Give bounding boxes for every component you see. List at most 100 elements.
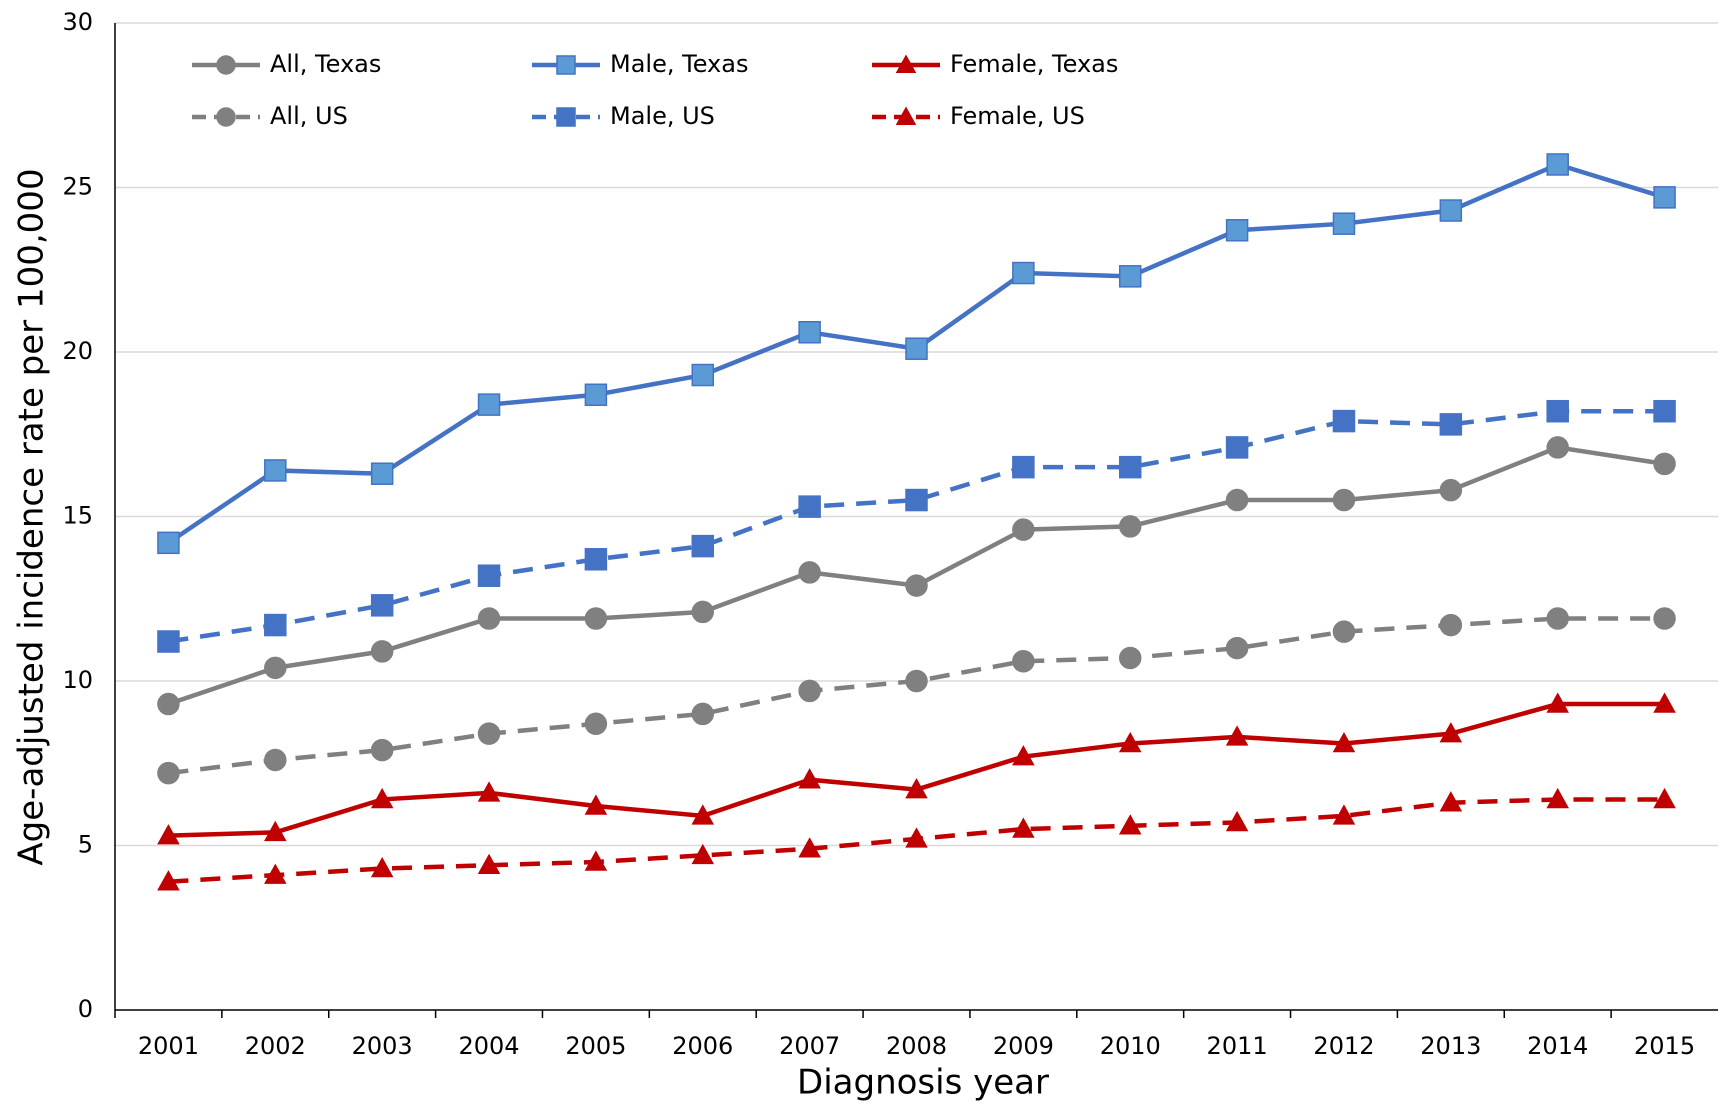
data-point bbox=[798, 768, 821, 789]
data-point bbox=[264, 748, 287, 772]
y-tick-label: 20 bbox=[62, 337, 93, 365]
data-point bbox=[584, 548, 608, 571]
series bbox=[157, 399, 1676, 653]
data-point bbox=[370, 640, 394, 663]
data-point bbox=[157, 692, 180, 716]
data-point bbox=[1546, 607, 1569, 630]
data-point bbox=[1332, 731, 1356, 753]
legend-label: All, US bbox=[270, 102, 348, 130]
data-point bbox=[905, 488, 928, 512]
data-point bbox=[370, 787, 394, 809]
data-point bbox=[691, 804, 715, 825]
data-point bbox=[691, 843, 715, 865]
x-tick-label: 2004 bbox=[458, 1032, 519, 1060]
data-point bbox=[1012, 455, 1035, 479]
y-tick-label: 25 bbox=[62, 173, 93, 201]
series-line bbox=[168, 701, 1665, 838]
series bbox=[157, 153, 1676, 555]
data-point bbox=[1332, 409, 1356, 433]
data-point bbox=[1653, 692, 1676, 713]
data-point bbox=[1439, 199, 1463, 222]
series bbox=[157, 607, 1676, 785]
data-point bbox=[264, 863, 287, 884]
data-point bbox=[905, 337, 928, 360]
data-point bbox=[477, 722, 501, 745]
legend-label: Female, Texas bbox=[950, 50, 1118, 78]
data-point bbox=[798, 495, 821, 518]
data-point bbox=[1653, 452, 1676, 476]
data-point bbox=[905, 574, 928, 597]
data-point bbox=[1118, 814, 1142, 835]
data-point bbox=[1118, 731, 1142, 753]
y-tick-label: 15 bbox=[62, 502, 93, 530]
data-point bbox=[584, 607, 608, 630]
x-tick-label: 2013 bbox=[1420, 1032, 1481, 1060]
x-tick-label: 2012 bbox=[1313, 1032, 1374, 1060]
data-point bbox=[157, 761, 180, 785]
data-point bbox=[798, 837, 821, 858]
x-tick-label: 2010 bbox=[1100, 1032, 1161, 1060]
data-point bbox=[477, 781, 501, 802]
data-point bbox=[1332, 488, 1356, 512]
data-point bbox=[477, 853, 501, 874]
data-point bbox=[1546, 692, 1569, 713]
data-point bbox=[477, 607, 501, 630]
data-point bbox=[1225, 436, 1249, 459]
data-point bbox=[691, 702, 715, 726]
data-point bbox=[1332, 804, 1356, 825]
data-point bbox=[264, 459, 287, 482]
data-point bbox=[157, 630, 180, 653]
data-point bbox=[1546, 399, 1569, 423]
legend-label: Male, Texas bbox=[610, 50, 748, 78]
x-tick-label: 2007 bbox=[779, 1032, 840, 1060]
data-point bbox=[584, 712, 608, 736]
legend-marker bbox=[895, 106, 917, 125]
x-tick-label: 2011 bbox=[1207, 1032, 1268, 1060]
data-point bbox=[477, 393, 501, 416]
y-tick-label: 10 bbox=[62, 666, 93, 694]
data-point bbox=[691, 534, 715, 558]
data-point bbox=[584, 850, 608, 871]
data-point bbox=[370, 462, 394, 485]
y-tick-label: 30 bbox=[62, 8, 93, 36]
data-point bbox=[1653, 607, 1676, 630]
data-point bbox=[1012, 745, 1035, 766]
x-axis-title: Diagnosis year bbox=[797, 1063, 1049, 1103]
x-tick-label: 2005 bbox=[565, 1032, 626, 1060]
data-point bbox=[157, 870, 180, 891]
data-point bbox=[584, 383, 608, 407]
data-point bbox=[691, 363, 715, 387]
data-point bbox=[798, 679, 821, 703]
data-point bbox=[1118, 646, 1142, 670]
data-point bbox=[1439, 791, 1463, 812]
data-point bbox=[1118, 265, 1142, 288]
data-point bbox=[691, 600, 715, 624]
series bbox=[157, 787, 1676, 891]
data-point bbox=[370, 594, 394, 617]
data-point bbox=[1546, 436, 1569, 459]
y-tick-label: 5 bbox=[78, 831, 93, 859]
x-tick-label: 2014 bbox=[1527, 1032, 1588, 1060]
legend-marker bbox=[556, 107, 576, 127]
legend-marker bbox=[556, 55, 576, 75]
x-tick-label: 2008 bbox=[886, 1032, 947, 1060]
x-tick-label: 2006 bbox=[672, 1032, 733, 1060]
data-point bbox=[905, 669, 928, 693]
data-point bbox=[1332, 620, 1356, 643]
data-point bbox=[157, 824, 180, 845]
legend-label: Male, US bbox=[610, 102, 715, 130]
data-point bbox=[1653, 399, 1676, 423]
data-point bbox=[370, 856, 394, 878]
data-point bbox=[1653, 186, 1676, 209]
x-tick-label: 2003 bbox=[352, 1032, 413, 1060]
legend-label: All, Texas bbox=[270, 50, 381, 78]
x-tick-label: 2009 bbox=[993, 1032, 1054, 1060]
data-point bbox=[264, 820, 287, 842]
data-point bbox=[1439, 478, 1463, 502]
data-point bbox=[264, 613, 287, 637]
data-point bbox=[905, 827, 928, 848]
data-point bbox=[798, 561, 821, 584]
data-point bbox=[1546, 787, 1569, 809]
data-point bbox=[1012, 518, 1035, 541]
